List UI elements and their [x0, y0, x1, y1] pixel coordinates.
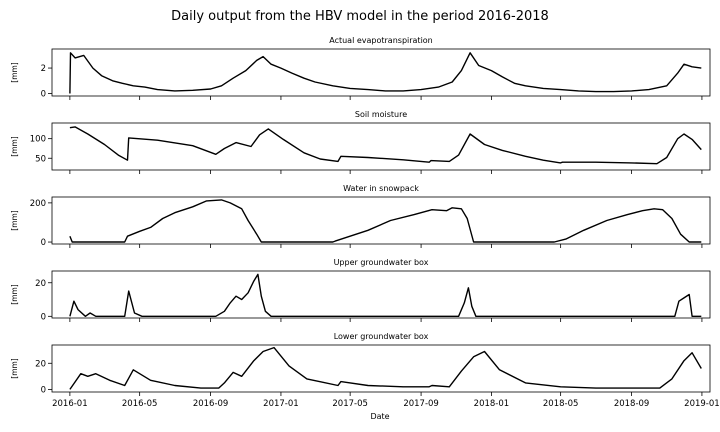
- series-line: [69, 199, 702, 243]
- x-tick-label: 2018-09: [614, 399, 650, 409]
- y-tick-label: 50: [35, 154, 46, 164]
- panels: Actual evapotranspiration [mm] 0 2 Soil mois…: [10, 36, 720, 409]
- series-line: [69, 273, 702, 317]
- panel-frame: [51, 270, 711, 319]
- panel-title: Soil moisture: [355, 110, 407, 119]
- panel-frame: [51, 122, 711, 171]
- y-tick-label: 0: [41, 385, 46, 395]
- panel-frame: [51, 344, 711, 393]
- y-tick-label: 0: [41, 238, 46, 248]
- y-axis-label: [mm]: [10, 210, 19, 231]
- y-axis-label: [mm]: [10, 284, 19, 305]
- y-tick-label: 2: [41, 64, 46, 74]
- panel-title: Upper groundwater box: [334, 258, 429, 267]
- x-tick-label: 2016-05: [122, 399, 158, 409]
- series-line: [69, 126, 702, 165]
- figure-title: Daily output from the HBV model in the p…: [171, 9, 549, 24]
- y-tick-label: 0: [41, 312, 46, 322]
- y-tick-label: 20: [35, 279, 46, 289]
- x-tick-label: 2018-01: [474, 399, 510, 409]
- panel-title: Actual evapotranspiration: [329, 36, 433, 45]
- y-axis-label: [mm]: [10, 62, 19, 83]
- x-tick-label: 2017-09: [403, 399, 439, 409]
- x-tick-label: 2017-01: [263, 399, 299, 409]
- panel-title: Lower groundwater box: [334, 332, 429, 341]
- series-line: [69, 52, 702, 94]
- series-line: [69, 346, 702, 390]
- x-tick-label: 2019-01: [684, 399, 720, 409]
- panel-frame: [51, 196, 711, 245]
- y-tick-label: 20: [35, 359, 46, 369]
- panel-title: Water in snowpack: [343, 184, 419, 193]
- y-axis-label: [mm]: [10, 136, 19, 157]
- x-tick-label: 2016-01: [52, 399, 88, 409]
- y-axis-label: [mm]: [10, 358, 19, 379]
- x-tick-label: 2018-05: [543, 399, 579, 409]
- y-tick-label: 100: [30, 135, 46, 145]
- x-axis-label: Date: [370, 412, 389, 421]
- y-tick-label: 0: [41, 89, 46, 99]
- x-tick-label: 2016-09: [193, 399, 229, 409]
- x-tick-label: 2017-05: [332, 399, 368, 409]
- panel-frame: [51, 48, 711, 97]
- y-tick-label: 200: [30, 199, 46, 209]
